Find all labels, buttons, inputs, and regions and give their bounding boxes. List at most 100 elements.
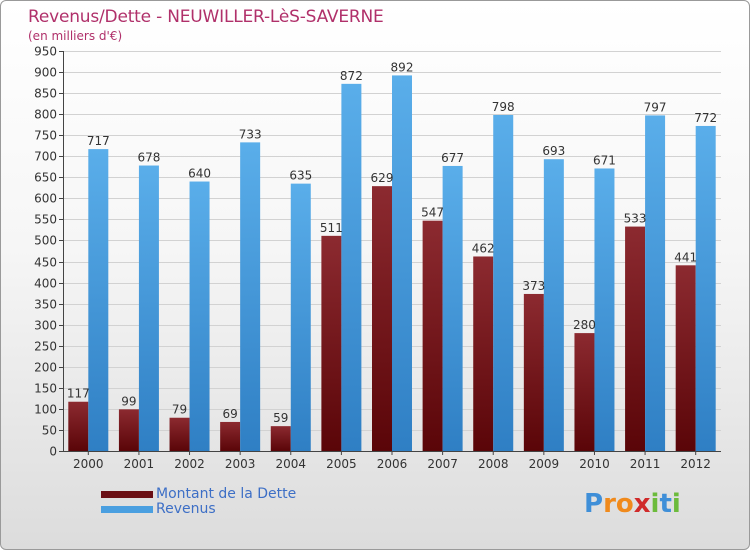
bar-revenus-2000	[88, 149, 109, 451]
bar-dette-2008	[473, 256, 494, 451]
y-tick-label: 200	[34, 361, 57, 375]
bar-dette-2002	[169, 417, 190, 451]
bar-dette-2009	[523, 293, 544, 451]
x-tick-label: 2003	[225, 457, 256, 471]
bar-dette-2006	[372, 186, 392, 451]
legend-swatch-revenus	[101, 506, 153, 513]
x-tick-label: 2011	[630, 457, 661, 471]
logo-letter: r	[603, 489, 616, 519]
x-tick-label: 2004	[275, 457, 306, 471]
bar-revenus-2003	[240, 142, 261, 452]
bar-revenus-2001	[138, 165, 159, 452]
bar-revenus-2002	[189, 181, 210, 452]
legend-label-dette: Montant de la Dette	[156, 486, 297, 502]
data-label-dette-2002: 79	[172, 403, 187, 417]
data-label-revenus-2001: 678	[137, 151, 160, 165]
y-tick-label: 800	[34, 108, 57, 122]
x-tick-label: 2001	[124, 457, 155, 471]
bar-dette-2010	[574, 333, 595, 451]
data-label-dette-2010: 280	[573, 318, 596, 332]
legend-label-revenus: Revenus	[156, 501, 216, 517]
data-label-dette-2009: 373	[522, 279, 545, 293]
bar-revenus-2012	[695, 125, 716, 452]
data-label-dette-2001: 99	[121, 394, 136, 408]
data-label-revenus-2002: 640	[188, 167, 211, 181]
y-tick-label: 100	[34, 403, 57, 417]
data-label-dette-2011: 533	[624, 212, 647, 226]
y-tick-label: 750	[34, 129, 57, 143]
y-tick-label: 450	[34, 256, 57, 270]
logo-letter: i	[671, 489, 681, 519]
data-label-dette-2006: 629	[371, 171, 394, 185]
x-tick-label: 2005	[326, 457, 357, 471]
y-tick-label: 250	[34, 340, 57, 354]
data-label-revenus-2008: 798	[492, 100, 515, 114]
bar-dette-2011	[625, 226, 646, 451]
bar-revenus-2005	[341, 83, 362, 451]
logo-letter: t	[659, 489, 672, 519]
x-tick-label: 2008	[478, 457, 509, 471]
bar-dette-2001	[118, 409, 139, 451]
logo-letter: x	[633, 489, 651, 519]
bar-revenus-2006	[392, 75, 412, 451]
bar-dette-2005	[321, 235, 342, 451]
data-label-revenus-2012: 772	[694, 111, 717, 125]
data-label-revenus-2006: 892	[391, 60, 414, 74]
y-tick-label: 50	[42, 424, 57, 438]
bar-dette-2003	[220, 421, 241, 451]
data-label-dette-2000: 117	[67, 387, 90, 401]
bar-revenus-2010	[594, 168, 615, 451]
chart-subtitle: (en milliers d'€)	[28, 29, 123, 43]
logo-letter: i	[650, 489, 660, 519]
logo-letter: o	[615, 489, 634, 519]
data-label-revenus-2004: 635	[289, 169, 312, 183]
proxiti-logo: Proxiti	[584, 489, 681, 519]
data-label-revenus-2005: 872	[340, 69, 363, 83]
y-tick-label: 700	[34, 150, 57, 164]
data-label-revenus-2007: 677	[441, 151, 464, 165]
y-tick-label: 0	[49, 445, 57, 459]
y-tick-label: 400	[34, 277, 57, 291]
data-label-dette-2007: 547	[421, 206, 444, 220]
legend-swatch-dette	[101, 491, 153, 498]
y-tick-label: 650	[34, 171, 57, 185]
x-tick-label: 2007	[427, 457, 458, 471]
chart-title: Revenus/Dette - NEUWILLER-LèS-SAVERNE	[28, 7, 384, 27]
data-label-revenus-2010: 671	[593, 153, 616, 167]
logo-letter: P	[584, 489, 604, 519]
bar-revenus-2004	[290, 183, 311, 451]
data-label-revenus-2000: 717	[87, 134, 110, 148]
bar-dette-2004	[270, 426, 291, 451]
y-tick-label: 150	[34, 382, 57, 396]
y-tick-label: 300	[34, 319, 57, 333]
y-tick-label: 350	[34, 298, 57, 312]
x-tick-label: 2010	[579, 457, 610, 471]
bar-revenus-2008	[493, 115, 514, 451]
bar-dette-2012	[675, 265, 696, 451]
bar-dette-2007	[422, 220, 443, 451]
bar-revenus-2009	[543, 159, 564, 452]
data-label-revenus-2011: 797	[644, 100, 667, 114]
x-tick-label: 2000	[73, 457, 104, 471]
x-tick-label: 2002	[174, 457, 205, 471]
y-tick-label: 900	[34, 66, 57, 80]
x-tick-label: 2009	[529, 457, 560, 471]
bar-revenus-2011	[645, 115, 666, 451]
y-tick-label: 600	[34, 192, 57, 206]
data-label-dette-2005: 511	[320, 221, 343, 235]
x-tick-label: 2012	[680, 457, 711, 471]
bar-dette-2000	[68, 401, 89, 451]
y-tick-label: 950	[34, 45, 57, 59]
data-label-revenus-2009: 693	[542, 144, 565, 158]
y-tick-label: 550	[34, 213, 57, 227]
data-label-dette-2003: 69	[223, 407, 238, 421]
x-tick-label: 2006	[377, 457, 408, 471]
data-label-dette-2004: 59	[273, 411, 288, 425]
data-label-dette-2008: 462	[472, 241, 495, 255]
bar-revenus-2007	[442, 165, 463, 451]
y-tick-label: 850	[34, 87, 57, 101]
y-tick-label: 500	[34, 234, 57, 248]
data-label-dette-2012: 441	[674, 250, 697, 264]
